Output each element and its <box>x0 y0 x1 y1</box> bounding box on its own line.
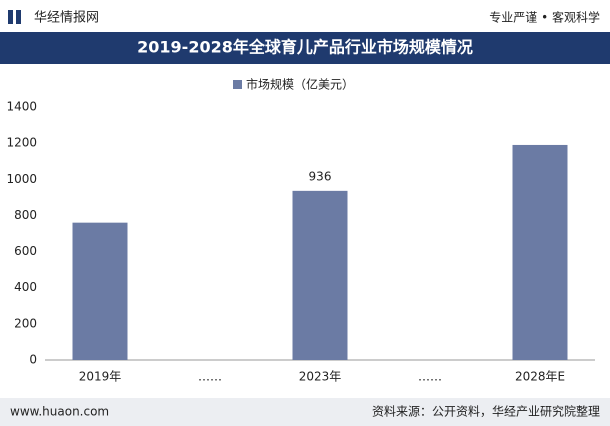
y-tick-label: 600 <box>14 244 37 258</box>
y-tick-label: 1400 <box>6 100 37 114</box>
website: www.huaon.com <box>10 405 109 419</box>
y-tick-label: 400 <box>14 280 37 294</box>
x-tick-label: 2019年 <box>79 370 122 384</box>
x-tick-label: 2023年 <box>299 370 342 384</box>
brand: 华经情报网 <box>34 11 99 26</box>
data-label: 936 <box>309 169 332 183</box>
title-bar <box>0 32 610 64</box>
x-tick-label: 2028年E <box>515 370 565 384</box>
legend-swatch <box>233 80 242 89</box>
bar <box>292 190 348 360</box>
x-tick-label: …… <box>418 370 442 384</box>
chart-title: 2019-2028年全球育儿产品行业市场规模情况 <box>137 38 473 57</box>
logo-mark <box>16 10 21 24</box>
source: 资料来源：公开资料，华经产业研究院整理 <box>372 404 600 419</box>
y-tick-label: 200 <box>14 316 37 330</box>
logo-mark <box>8 10 13 24</box>
legend-label: 市场规模（亿美元） <box>246 77 354 92</box>
footer-bar <box>0 398 610 426</box>
y-tick-label: 800 <box>14 208 37 222</box>
slogan: 专业严谨 • 客观科学 <box>489 10 600 25</box>
x-tick-label: …… <box>198 370 222 384</box>
y-tick-label: 1000 <box>6 172 37 186</box>
y-tick-label: 0 <box>29 353 37 367</box>
bar <box>512 144 568 360</box>
y-tick-label: 1200 <box>6 136 37 150</box>
bar <box>72 222 128 360</box>
